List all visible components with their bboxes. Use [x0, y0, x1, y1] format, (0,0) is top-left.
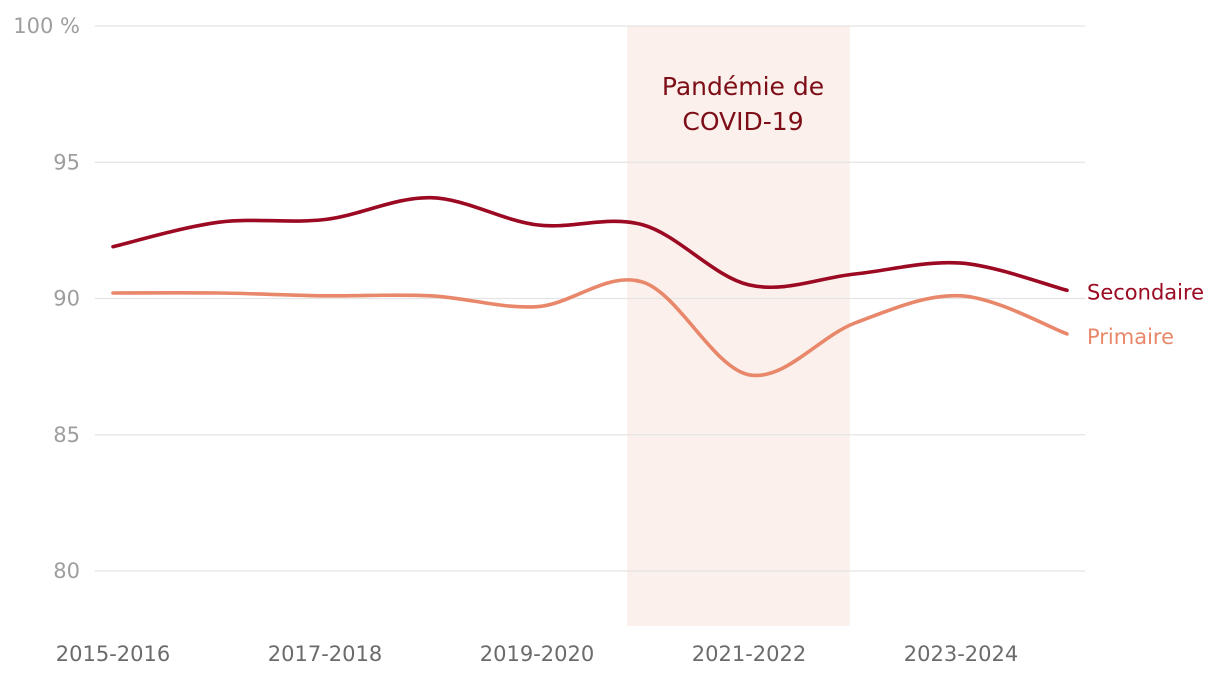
x-axis-ticks: 2015-2016 2017-2018 2019-2020 2021-2022 2023… [56, 642, 1018, 666]
y-tick-label: 85 [53, 423, 80, 447]
series-label-primaire: Primaire [1087, 325, 1174, 349]
gridlines [95, 25, 1085, 572]
series-lines [111, 195, 1069, 378]
y-axis-ticks: 100 % 95 90 85 80 [13, 14, 80, 583]
series-line-secondaire [111, 195, 1069, 293]
covid-label-line-2: COVID-19 [682, 107, 803, 136]
y-tick-label: 80 [53, 559, 80, 583]
x-tick-label: 2023-2024 [904, 642, 1018, 666]
x-tick-label: 2019-2020 [480, 642, 594, 666]
series-label-secondaire: Secondaire [1087, 280, 1204, 304]
y-tick-label: 90 [53, 287, 80, 311]
y-tick-label: 95 [53, 150, 80, 174]
covid-label-line-1: Pandémie de [662, 72, 824, 101]
x-tick-label: 2017-2018 [268, 642, 382, 666]
covid-period-band [627, 26, 850, 626]
x-tick-label: 2015-2016 [56, 642, 170, 666]
x-tick-label: 2021-2022 [692, 642, 806, 666]
y-tick-label: 100 % [13, 14, 80, 38]
series-line-primaire [111, 278, 1069, 378]
